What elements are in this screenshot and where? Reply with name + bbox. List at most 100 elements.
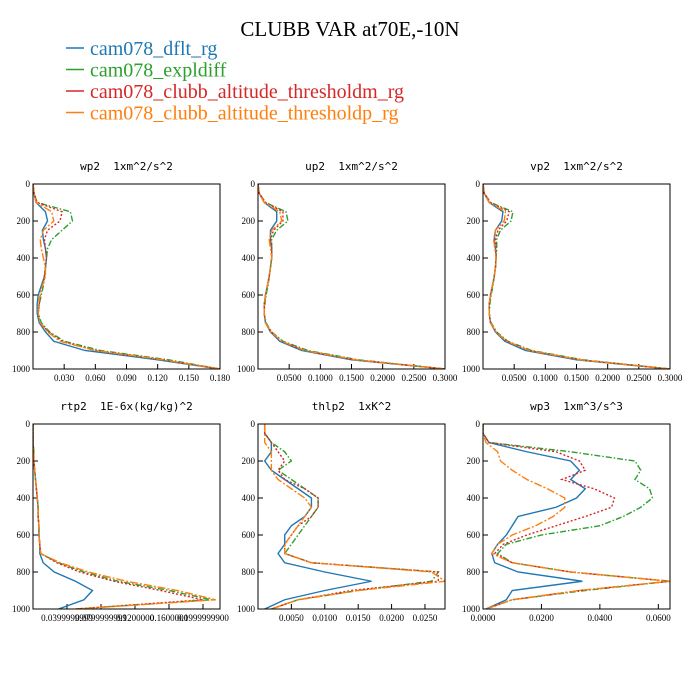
y-tick-label: 800 (242, 567, 256, 577)
x-tick-label: 0.2000 (370, 373, 395, 383)
x-tick-label: 0.0200 (529, 613, 554, 623)
legend-label: cam078_expldiff (90, 60, 227, 82)
profile-line (33, 424, 94, 609)
x-tick-label: 0.0500 (277, 373, 302, 383)
panel-title: rtp2 1E-6x(kg/kg)^2 (60, 400, 192, 413)
profile-line (483, 184, 670, 369)
y-tick-label: 400 (17, 253, 31, 263)
y-tick-label: 0 (26, 179, 31, 189)
y-tick-label: 1000 (12, 604, 31, 614)
y-tick-label: 0 (251, 179, 256, 189)
y-tick-label: 1000 (462, 604, 481, 614)
y-tick-label: 200 (17, 216, 31, 226)
x-tick-label: 0.0000 (471, 613, 496, 623)
profile-line (33, 424, 212, 609)
figure-title: CLUBB VAR at70E,-10N (240, 17, 459, 41)
x-tick-label: 0.0500 (502, 373, 527, 383)
profile-line (263, 424, 445, 609)
y-tick-label: 800 (467, 567, 481, 577)
x-tick-label: 0.2500 (626, 373, 651, 383)
x-tick-label: 0.3000 (658, 373, 683, 383)
profile-line (33, 184, 220, 369)
x-tick-label: 0.0150 (346, 613, 371, 623)
y-tick-label: 800 (17, 567, 31, 577)
plot-frame (482, 183, 671, 370)
y-tick-label: 400 (467, 253, 481, 263)
y-tick-label: 200 (242, 456, 256, 466)
profile-line (33, 424, 216, 609)
y-tick-label: 400 (467, 493, 481, 503)
x-tick-label: 0.2500 (401, 373, 426, 383)
profile-line (258, 184, 445, 369)
profile-line (483, 424, 670, 609)
x-tick-label: 0.1500 (339, 373, 364, 383)
y-tick-label: 400 (242, 253, 256, 263)
x-tick-label: 0.3000 (433, 373, 458, 383)
legend-label: cam078_clubb_altitude_thresholdp_rg (90, 103, 398, 125)
y-tick-label: 600 (17, 290, 31, 300)
x-tick-label: 0.0200 (379, 613, 404, 623)
y-tick-label: 200 (17, 456, 31, 466)
x-tick-label: 0.0799999999 (75, 613, 127, 623)
y-tick-label: 200 (467, 456, 481, 466)
plot-frame (32, 423, 221, 610)
y-tick-label: 1000 (462, 364, 481, 374)
y-tick-label: 400 (17, 493, 31, 503)
x-tick-label: 0.1000 (533, 373, 558, 383)
x-tick-label: 0.0250 (413, 613, 438, 623)
y-tick-label: 800 (467, 327, 481, 337)
y-tick-label: 600 (242, 290, 256, 300)
profile-line (258, 184, 445, 369)
profile-line (483, 184, 670, 369)
x-tick-label: 0.2000 (595, 373, 620, 383)
y-tick-label: 200 (467, 216, 481, 226)
x-tick-label: 0.1200000 (116, 613, 155, 623)
y-tick-label: 800 (242, 327, 256, 337)
panel-title: wp3 1xm^3/s^3 (530, 400, 623, 413)
y-tick-label: 1000 (237, 364, 256, 374)
y-tick-label: 1000 (12, 364, 31, 374)
x-tick-label: 0.090 (116, 373, 137, 383)
profile-line (33, 424, 204, 609)
y-tick-label: 400 (242, 493, 256, 503)
plot-frame (32, 183, 221, 370)
panel-title: up2 1xm^2/s^2 (305, 160, 398, 173)
profile-line (483, 424, 670, 609)
y-tick-label: 0 (476, 419, 481, 429)
x-tick-label: 0.0050 (279, 613, 304, 623)
profile-line (263, 424, 372, 609)
profile-line (483, 184, 670, 369)
profile-line (263, 424, 440, 609)
profile-line (263, 424, 440, 609)
plot-frame (257, 183, 446, 370)
y-tick-label: 200 (242, 216, 256, 226)
panel-title: thlp2 1xK^2 (312, 400, 391, 413)
y-tick-label: 0 (26, 419, 31, 429)
y-tick-label: 1000 (237, 604, 256, 614)
y-tick-label: 600 (467, 530, 481, 540)
x-tick-label: 0.1600000 (150, 613, 189, 623)
x-tick-label: 0.1500 (564, 373, 589, 383)
x-tick-label: 0.1999999900 (177, 613, 229, 623)
panel-title: wp2 1xm^2/s^2 (80, 160, 173, 173)
x-tick-label: 0.0399999999 (41, 613, 93, 623)
profile-line (483, 424, 587, 609)
legend-label: cam078_dflt_rg (90, 38, 217, 60)
x-tick-label: 0.120 (148, 373, 169, 383)
legend-label: cam078_clubb_altitude_thresholdm_rg (90, 81, 404, 103)
y-tick-label: 800 (17, 327, 31, 337)
profile-line (483, 424, 670, 609)
x-tick-label: 0.180 (210, 373, 231, 383)
x-tick-label: 0.0600 (646, 613, 671, 623)
x-tick-label: 0.0100 (312, 613, 337, 623)
x-tick-label: 0.060 (85, 373, 106, 383)
y-tick-label: 0 (251, 419, 256, 429)
x-tick-label: 0.0400 (588, 613, 613, 623)
plot-frame (257, 423, 446, 610)
panel-title: vp2 1xm^2/s^2 (530, 160, 623, 173)
y-tick-label: 0 (476, 179, 481, 189)
x-tick-label: 0.150 (179, 373, 200, 383)
plot-frame (482, 423, 671, 610)
x-tick-label: 0.1000 (308, 373, 333, 383)
